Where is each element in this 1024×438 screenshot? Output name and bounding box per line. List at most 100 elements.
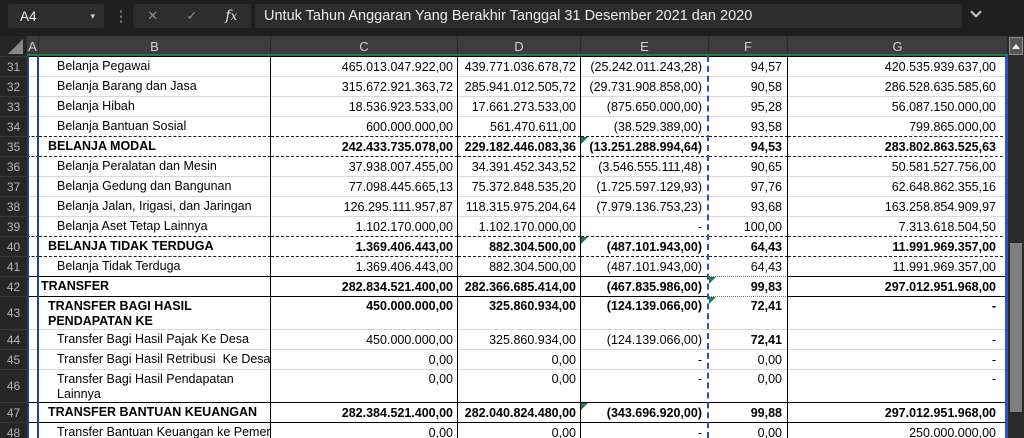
- cell-G-value[interactable]: -: [788, 369, 1008, 402]
- cell-D-value[interactable]: 1.102.170.000,00: [458, 216, 581, 236]
- cell-C-value[interactable]: 18.536.923.533,00: [271, 96, 458, 116]
- row-header[interactable]: 42: [0, 276, 27, 296]
- column-header-B[interactable]: B: [39, 36, 271, 56]
- cell-C-value[interactable]: 1.369.406.443,00: [271, 256, 458, 276]
- cell-A[interactable]: [27, 176, 39, 196]
- cell-A[interactable]: [27, 56, 39, 76]
- cell-D-value[interactable]: 0,00: [458, 369, 581, 402]
- row-header[interactable]: 34: [0, 116, 27, 136]
- cell-C-value[interactable]: 126.295.111.957,87: [271, 196, 458, 216]
- cell-E-value[interactable]: (467.835.986,00): [581, 276, 709, 296]
- cell-C-value[interactable]: 465.013.047.922,00: [271, 56, 458, 76]
- cell-F-value[interactable]: 0,00: [709, 349, 788, 369]
- enter-icon[interactable]: ✓: [186, 8, 198, 23]
- cell-B-label[interactable]: TRANSFER BANTUAN KEUANGAN: [39, 402, 271, 422]
- cell-C-value[interactable]: 1.102.170.000,00: [271, 216, 458, 236]
- row-header[interactable]: 41: [0, 256, 27, 276]
- cell-D-value[interactable]: 0,00: [458, 349, 581, 369]
- cell-A[interactable]: [27, 136, 39, 156]
- cell-G-value[interactable]: -: [788, 329, 1008, 349]
- cell-F-value[interactable]: 93,68: [709, 196, 788, 216]
- cell-E-value[interactable]: (13.251.288.994,64): [581, 136, 709, 156]
- cell-F-value[interactable]: 99,83: [709, 276, 788, 296]
- row-header[interactable]: 36: [0, 156, 27, 176]
- cell-A[interactable]: [27, 116, 39, 136]
- cell-A[interactable]: [27, 276, 39, 296]
- row-header[interactable]: 32: [0, 76, 27, 96]
- cell-B-label[interactable]: TRANSFER: [39, 276, 271, 296]
- formula-input[interactable]: Untuk Tahun Anggaran Yang Berakhir Tangg…: [255, 4, 962, 28]
- cell-C-value[interactable]: 282.384.521.400,00: [271, 402, 458, 422]
- cell-G-value[interactable]: 799.865.000,00: [788, 116, 1008, 136]
- cell-E-value[interactable]: -: [581, 349, 709, 369]
- cell-F-value[interactable]: 0,00: [709, 422, 788, 438]
- cell-F-value[interactable]: 64,43: [709, 236, 788, 256]
- cell-F-value[interactable]: 72,41: [709, 296, 788, 329]
- cell-E-value[interactable]: -: [581, 369, 709, 402]
- cell-F-value[interactable]: 90,58: [709, 76, 788, 96]
- cell-C-value[interactable]: 450.000.000,00: [271, 329, 458, 349]
- cell-G-value[interactable]: 11.991.969.357,00: [788, 236, 1008, 256]
- row-header[interactable]: 39: [0, 216, 27, 236]
- row-header[interactable]: 40: [0, 236, 27, 256]
- row-header[interactable]: 38: [0, 196, 27, 216]
- cell-E-value[interactable]: (29.731.908.858,00): [581, 76, 709, 96]
- cell-G-value[interactable]: 50.581.527.756,00: [788, 156, 1008, 176]
- name-box[interactable]: A4 ▾: [8, 4, 104, 28]
- row-header[interactable]: 46: [0, 369, 27, 402]
- cell-G-value[interactable]: 420.535.939.637,00: [788, 56, 1008, 76]
- cell-B-label[interactable]: Belanja Peralatan dan Mesin: [39, 156, 271, 176]
- cell-E-value[interactable]: (343.696.920,00): [581, 402, 709, 422]
- cell-D-value[interactable]: 282.366.685.414,00: [458, 276, 581, 296]
- row-header[interactable]: 35: [0, 136, 27, 156]
- cell-C-value[interactable]: 0,00: [271, 349, 458, 369]
- cell-E-value[interactable]: (487.101.943,00): [581, 236, 709, 256]
- cell-A[interactable]: [27, 296, 39, 329]
- cell-D-value[interactable]: 882.304.500,00: [458, 236, 581, 256]
- cell-C-value[interactable]: 282.834.521.400,00: [271, 276, 458, 296]
- cell-C-value[interactable]: 37.938.007.455,00: [271, 156, 458, 176]
- cell-G-value[interactable]: 163.258.854.909,97: [788, 196, 1008, 216]
- cell-D-value[interactable]: 34.391.452.343,52: [458, 156, 581, 176]
- row-header[interactable]: 44: [0, 329, 27, 349]
- row-header[interactable]: 45: [0, 349, 27, 369]
- scroll-up-button[interactable]: [1009, 37, 1023, 55]
- cell-F-value[interactable]: 72,41: [709, 329, 788, 349]
- cell-G-value[interactable]: -: [788, 349, 1008, 369]
- cell-F-value[interactable]: 64,43: [709, 256, 788, 276]
- column-header-G[interactable]: G: [788, 36, 1008, 56]
- cell-F-value[interactable]: 0,00: [709, 369, 788, 402]
- column-header-A[interactable]: A: [27, 36, 39, 56]
- cell-F-value[interactable]: 93,58: [709, 116, 788, 136]
- select-all-corner[interactable]: [0, 36, 27, 56]
- cell-C-value[interactable]: 0,00: [271, 369, 458, 402]
- cell-A[interactable]: [27, 96, 39, 116]
- cell-A[interactable]: [27, 402, 39, 422]
- cell-B-label[interactable]: Belanja Jalan, Irigasi, dan Jaringan: [39, 196, 271, 216]
- cell-D-value[interactable]: 75.372.848.535,20: [458, 176, 581, 196]
- cell-C-value[interactable]: 242.433.735.078,00: [271, 136, 458, 156]
- cell-G-value[interactable]: 283.802.863.525,63: [788, 136, 1008, 156]
- row-header[interactable]: 47: [0, 402, 27, 422]
- cell-A[interactable]: [27, 256, 39, 276]
- cell-E-value[interactable]: -: [581, 422, 709, 438]
- cell-E-value[interactable]: (38.529.389,00): [581, 116, 709, 136]
- cell-F-value[interactable]: 95,28: [709, 96, 788, 116]
- cell-A[interactable]: [27, 216, 39, 236]
- cell-D-value[interactable]: 561.470.611,00: [458, 116, 581, 136]
- cell-G-value[interactable]: 56.087.150.000,00: [788, 96, 1008, 116]
- insert-function-icon[interactable]: fx: [225, 8, 238, 24]
- cell-A[interactable]: [27, 196, 39, 216]
- cell-F-value[interactable]: 94,57: [709, 56, 788, 76]
- cell-C-value[interactable]: 600.000.000,00: [271, 116, 458, 136]
- row-header[interactable]: 33: [0, 96, 27, 116]
- cell-D-value[interactable]: 118.315.975.204,64: [458, 196, 581, 216]
- cell-C-value[interactable]: 0,00: [271, 422, 458, 438]
- cell-G-value[interactable]: 11.991.969.357,00: [788, 256, 1008, 276]
- cell-F-value[interactable]: 94,53: [709, 136, 788, 156]
- cell-D-value[interactable]: 229.182.446.083,36: [458, 136, 581, 156]
- cell-B-label[interactable]: Belanja Bantuan Sosial: [39, 116, 271, 136]
- cell-G-value[interactable]: 7.313.618.504,50: [788, 216, 1008, 236]
- cell-B-label[interactable]: Belanja Gedung dan Bangunan: [39, 176, 271, 196]
- cell-A[interactable]: [27, 236, 39, 256]
